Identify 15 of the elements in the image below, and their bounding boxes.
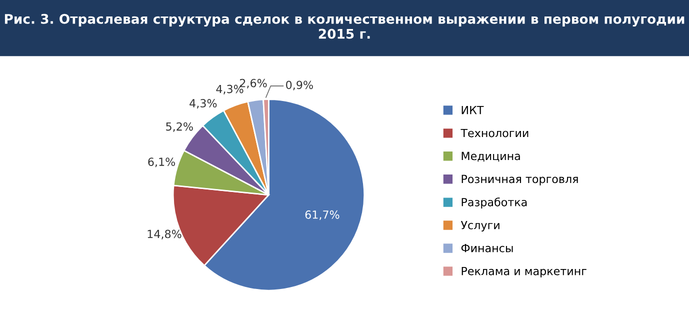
legend-label: Медицина — [462, 152, 520, 162]
legend-label: Финансы — [461, 244, 513, 252]
legend-label: Розничная торговля — [462, 174, 578, 186]
data-label: 5,2% — [166, 122, 193, 132]
data-label: 6,1% — [148, 158, 176, 168]
data-label: 4,3% — [190, 99, 217, 109]
legend-label: Разработка — [462, 198, 527, 208]
legend-label: Технологии — [460, 128, 528, 138]
data-label: 61,7% — [305, 210, 340, 220]
data-label: 0,9% — [286, 80, 313, 90]
chart-title: Рис. 3. Отраслевая структура сделок в количественном выражении в первом полугодии 2015 г. — [4, 14, 684, 39]
data-label: 14,8% — [148, 230, 182, 240]
legend-label: Услуги — [460, 221, 500, 232]
legend-label: ИКТ — [462, 106, 484, 114]
legend-label: Реклама и маркетинг — [462, 266, 586, 278]
